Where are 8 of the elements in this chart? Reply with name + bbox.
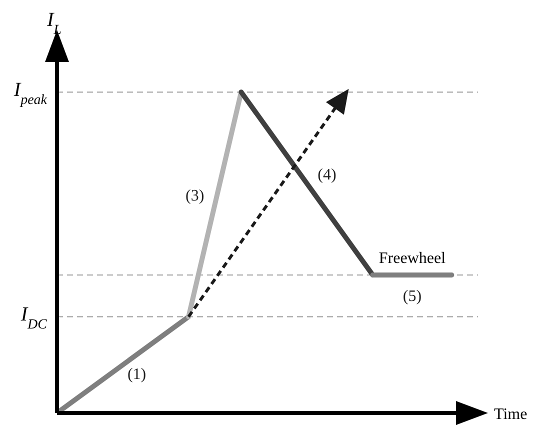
series-label: (1)	[127, 366, 146, 383]
ref-line-label: I$_{peak}$	[12, 79, 48, 108]
series-label: (4)	[318, 166, 336, 184]
ref-line-label: I$_{DC}$	[20, 304, 48, 332]
series-label: (5)	[402, 288, 422, 306]
series-label: (3)	[186, 187, 204, 204]
annotation: Freewheel	[378, 250, 446, 268]
x-axis-title: Time	[494, 406, 528, 423]
